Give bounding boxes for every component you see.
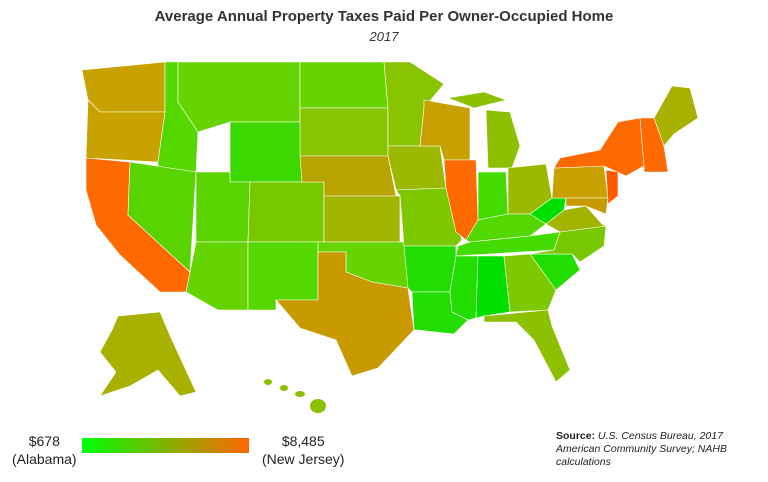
state-georgia [503, 253, 557, 313]
map-subtitle: 2017 [369, 29, 399, 44]
source-note: Source: U.S. Census Bureau, 2017 America… [556, 430, 756, 469]
state-texas [275, 251, 415, 377]
legend-min-value: $678 [28, 433, 60, 449]
state-south-dakota [299, 107, 389, 157]
state-hawaii-island-4 [310, 399, 326, 413]
state-washington [81, 61, 166, 113]
legend-color-bar [82, 438, 249, 453]
legend-min: $678 (Alabama) [12, 432, 77, 468]
state-maryland [565, 197, 609, 215]
state-hawaii [264, 379, 272, 385]
legend-max-label: (New Jersey) [262, 451, 345, 467]
source-label: Source: [556, 430, 596, 442]
state-mississippi [449, 255, 479, 321]
state-indiana [477, 171, 509, 221]
source-text: U.S. Census Bureau, 2017 American Commun… [556, 430, 727, 468]
state-michigan-upper [446, 91, 508, 109]
state-alabama [475, 255, 511, 319]
state-maine [653, 85, 699, 147]
state-utah [195, 171, 251, 243]
state-hawaii-island-3 [295, 391, 305, 397]
state-west-virginia [529, 197, 567, 225]
state-wyoming [229, 121, 303, 183]
state-pennsylvania [551, 165, 609, 199]
state-florida [483, 309, 571, 383]
state-michigan [485, 109, 521, 169]
state-arkansas [403, 245, 457, 293]
state-iowa [387, 145, 447, 191]
legend-max-value: $8,485 [281, 433, 325, 449]
legend-max: $8,485 (New Jersey) [262, 432, 344, 468]
legend-min-label: (Alabama) [12, 451, 77, 467]
state-kansas [323, 195, 401, 243]
state-alaska [99, 311, 197, 397]
state-arizona [185, 241, 249, 311]
state-hawaii-island-2 [280, 385, 288, 391]
state-north-dakota [299, 61, 389, 109]
state-colorado [247, 181, 325, 243]
state-montana [177, 61, 301, 133]
map-title: Average Annual Property Taxes Paid Per O… [154, 8, 614, 25]
state-wisconsin [419, 99, 471, 161]
state-new-jersey [605, 169, 619, 205]
